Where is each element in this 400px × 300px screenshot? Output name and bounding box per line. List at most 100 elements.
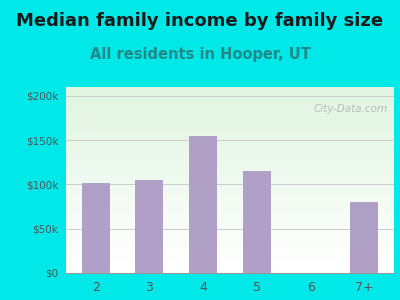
- Bar: [66, 239, 394, 242]
- Bar: [66, 234, 394, 236]
- Bar: [66, 91, 394, 93]
- Bar: [66, 199, 394, 200]
- Bar: [66, 109, 394, 111]
- Bar: [66, 176, 394, 178]
- Bar: [66, 128, 394, 130]
- Bar: [66, 262, 394, 264]
- Bar: [66, 132, 394, 134]
- Bar: [66, 243, 394, 245]
- Bar: [66, 141, 394, 143]
- Bar: [82, 183, 110, 273]
- Bar: [66, 184, 394, 186]
- Bar: [66, 96, 394, 98]
- Bar: [66, 191, 394, 193]
- Bar: [66, 137, 394, 139]
- Bar: [66, 106, 394, 107]
- Bar: [243, 171, 271, 273]
- Bar: [66, 161, 394, 163]
- Bar: [66, 152, 394, 154]
- Bar: [66, 232, 394, 234]
- Bar: [66, 113, 394, 115]
- Bar: [66, 264, 394, 266]
- Bar: [66, 104, 394, 106]
- Bar: [66, 260, 394, 262]
- Bar: [66, 182, 394, 184]
- Bar: [66, 178, 394, 180]
- Bar: [66, 117, 394, 118]
- Bar: [66, 254, 394, 256]
- Bar: [66, 200, 394, 202]
- Bar: [66, 219, 394, 221]
- Bar: [66, 266, 394, 267]
- Bar: [66, 225, 394, 226]
- Bar: [66, 171, 394, 172]
- Bar: [66, 156, 394, 158]
- Bar: [66, 160, 394, 161]
- Bar: [66, 215, 394, 217]
- Bar: [66, 212, 394, 214]
- Bar: [66, 172, 394, 174]
- Bar: [66, 247, 394, 249]
- Bar: [66, 150, 394, 152]
- Bar: [66, 165, 394, 167]
- Bar: [66, 256, 394, 258]
- Bar: [66, 206, 394, 208]
- Bar: [66, 115, 394, 117]
- Bar: [66, 223, 394, 225]
- Bar: [66, 145, 394, 146]
- Bar: [66, 143, 394, 145]
- Bar: [66, 271, 394, 273]
- Bar: [66, 214, 394, 215]
- Bar: [66, 204, 394, 206]
- Bar: [66, 249, 394, 251]
- Bar: [66, 242, 394, 243]
- Bar: [66, 238, 394, 239]
- Text: All residents in Hooper, UT: All residents in Hooper, UT: [90, 46, 310, 62]
- Bar: [66, 146, 394, 148]
- Bar: [66, 195, 394, 197]
- Bar: [66, 245, 394, 247]
- Bar: [66, 188, 394, 189]
- Bar: [66, 226, 394, 228]
- Bar: [66, 180, 394, 182]
- Bar: [135, 180, 163, 273]
- Bar: [66, 130, 394, 132]
- Bar: [66, 89, 394, 91]
- Bar: [66, 236, 394, 238]
- Bar: [66, 139, 394, 141]
- Bar: [66, 126, 394, 128]
- Bar: [66, 189, 394, 191]
- Bar: [66, 102, 394, 104]
- Bar: [66, 258, 394, 260]
- Bar: [66, 230, 394, 232]
- Bar: [66, 98, 394, 100]
- Bar: [189, 136, 217, 273]
- Bar: [66, 169, 394, 171]
- Bar: [66, 87, 394, 89]
- Bar: [66, 217, 394, 219]
- Bar: [66, 118, 394, 121]
- Bar: [66, 267, 394, 269]
- Bar: [66, 100, 394, 102]
- Text: City-Data.com: City-Data.com: [313, 104, 388, 114]
- Bar: [66, 174, 394, 176]
- Bar: [66, 269, 394, 271]
- Bar: [66, 202, 394, 204]
- Bar: [66, 158, 394, 160]
- Bar: [66, 111, 394, 113]
- Bar: [66, 208, 394, 210]
- Bar: [66, 251, 394, 253]
- Bar: [350, 202, 378, 273]
- Bar: [66, 186, 394, 188]
- Bar: [66, 228, 394, 230]
- Bar: [66, 167, 394, 169]
- Bar: [66, 121, 394, 122]
- Bar: [66, 163, 394, 165]
- Bar: [66, 197, 394, 199]
- Bar: [66, 134, 394, 135]
- Bar: [66, 210, 394, 212]
- Bar: [66, 154, 394, 156]
- Bar: [66, 124, 394, 126]
- Bar: [66, 253, 394, 254]
- Bar: [66, 107, 394, 109]
